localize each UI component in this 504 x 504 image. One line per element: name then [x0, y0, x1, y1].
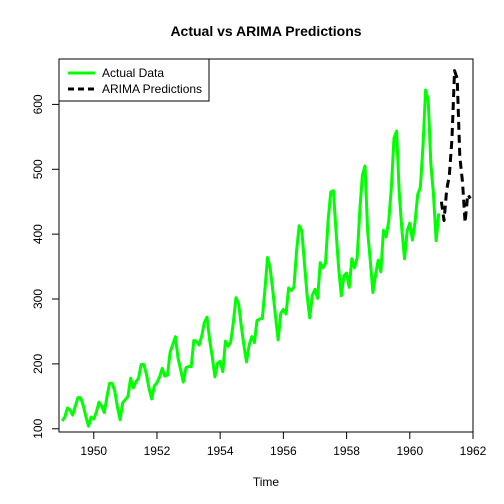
plot-area	[62, 71, 470, 426]
y-tick-label-400: 400	[31, 224, 45, 244]
legend-label-arima: ARIMA Predictions	[102, 82, 202, 96]
legend-label-actual: Actual Data	[102, 66, 164, 80]
y-tick-label-300: 300	[31, 289, 45, 309]
x-tick-label-1956: 1956	[270, 444, 297, 458]
x-tick-label-1952: 1952	[144, 444, 171, 458]
x-tick-label-1958: 1958	[333, 444, 360, 458]
x-tick-label-1962: 1962	[460, 444, 487, 458]
y-axis: 100 200 300 400 500 600	[31, 94, 59, 439]
x-axis: 1950 1952 1954 1956 1958 1960 1962	[80, 432, 486, 458]
series-line-arima-predictions	[441, 71, 470, 223]
chart-title: Actual vs ARIMA Predictions	[170, 23, 361, 39]
series-line-actual-data	[62, 90, 439, 426]
y-tick-label-600: 600	[31, 94, 45, 114]
y-tick-label-100: 100	[31, 418, 45, 438]
x-tick-label-1950: 1950	[80, 444, 107, 458]
y-tick-label-200: 200	[31, 354, 45, 374]
x-tick-label-1954: 1954	[207, 444, 234, 458]
plot-frame	[59, 59, 473, 432]
legend: Actual Data ARIMA Predictions	[59, 59, 209, 101]
x-tick-label-1960: 1960	[396, 444, 423, 458]
y-tick-label-500: 500	[31, 159, 45, 179]
x-axis-label: Time	[253, 475, 280, 489]
